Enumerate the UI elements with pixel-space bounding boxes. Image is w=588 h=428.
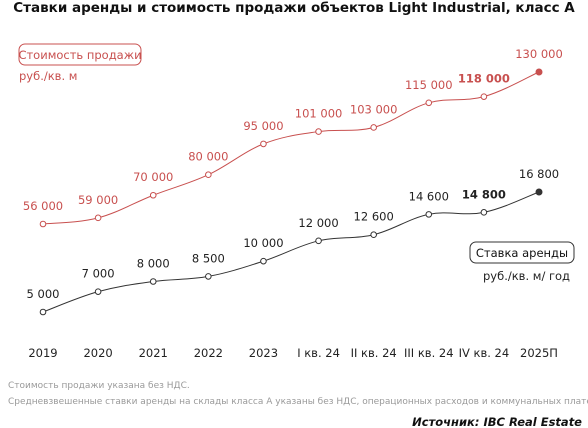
data-point: [425, 99, 433, 107]
legend-rent-unit: руб./кв. м/ год: [483, 269, 570, 283]
data-label: 56 000: [23, 199, 63, 213]
data-point: [205, 273, 212, 280]
data-point: [535, 188, 543, 196]
note-1: Стоимость продажи указана без НДС.: [8, 381, 190, 391]
data-label: 130 000: [515, 47, 563, 61]
legend-rent-label: Ставка аренды: [476, 246, 568, 260]
data-label: 8 000: [137, 256, 170, 270]
series-rent: 5 000 7 000 8 000 8 500 10 000 12 000 12 600 14…: [27, 167, 559, 316]
data-point: [94, 288, 102, 295]
data-label: 12 600: [354, 210, 394, 224]
data-label: 80 000: [188, 150, 228, 164]
data-point: [480, 93, 488, 100]
x-tick-label: 2021: [139, 346, 168, 360]
data-label: 5 000: [27, 287, 60, 301]
data-point: [260, 140, 267, 148]
data-point: [370, 231, 377, 239]
data-label: 115 000: [405, 78, 453, 92]
x-tick-label: 2019: [28, 346, 57, 360]
data-point: [370, 124, 377, 131]
x-tick-label: 2023: [249, 346, 278, 360]
data-label: 118 000: [458, 72, 510, 86]
x-tick-label: IV кв. 24: [459, 346, 510, 360]
chart-title: Ставки аренды и стоимость продажи объект…: [13, 0, 575, 16]
legend-sale-unit: руб./кв. м: [19, 69, 77, 83]
data-point: [315, 128, 322, 135]
data-label: 7 000: [82, 267, 115, 281]
legend-sale-label: Стоимость продажи: [18, 48, 141, 62]
data-point: [535, 68, 543, 76]
x-tick-label: III кв. 24: [404, 346, 454, 360]
data-point: [149, 278, 157, 285]
data-point: [260, 257, 267, 265]
data-label: 16 800: [519, 167, 559, 181]
data-label: 59 000: [78, 193, 118, 207]
x-tick-label: I кв. 24: [297, 346, 340, 360]
note-2: Средневзвешенные ставки аренды на склады…: [8, 397, 588, 407]
data-point: [480, 209, 488, 216]
data-label: 10 000: [243, 236, 283, 250]
data-label: 103 000: [350, 102, 398, 116]
x-tick-label: 2025П: [520, 346, 558, 360]
series-sale: 56 000 59 000 70 000 80 000 95 000 101 000 103…: [23, 47, 563, 228]
data-point: [425, 211, 433, 218]
series-line: [42, 191, 540, 313]
data-point: [149, 191, 157, 199]
data-label: 8 500: [192, 251, 225, 265]
series-line: [42, 71, 540, 225]
x-tick-label: 2020: [83, 346, 112, 360]
x-tick-label: II кв. 24: [351, 346, 397, 360]
data-point: [315, 237, 322, 245]
data-label: 101 000: [295, 107, 343, 121]
data-label: 70 000: [133, 170, 173, 184]
x-tick-label: 2022: [194, 346, 223, 360]
data-point: [39, 308, 47, 316]
legend-rent-pill: [469, 241, 575, 264]
data-point: [39, 220, 47, 228]
legend-rent: Ставка аренды руб./кв. м/ год: [469, 241, 575, 283]
data-label: 14 800: [462, 187, 506, 201]
data-point: [205, 171, 212, 179]
data-label: 95 000: [243, 119, 283, 133]
data-point: [94, 214, 102, 222]
data-label: 12 000: [298, 216, 338, 230]
source-label: Источник: IBC Real Estate: [412, 415, 582, 428]
legend-sale-pill: [18, 43, 142, 66]
legend-sale: Стоимость продажи руб./кв. м: [18, 43, 142, 83]
data-label: 14 600: [409, 189, 449, 203]
x-axis: 2019 2020 2021 2022 2023 I кв. 24 II кв. 24 III…: [28, 346, 558, 360]
